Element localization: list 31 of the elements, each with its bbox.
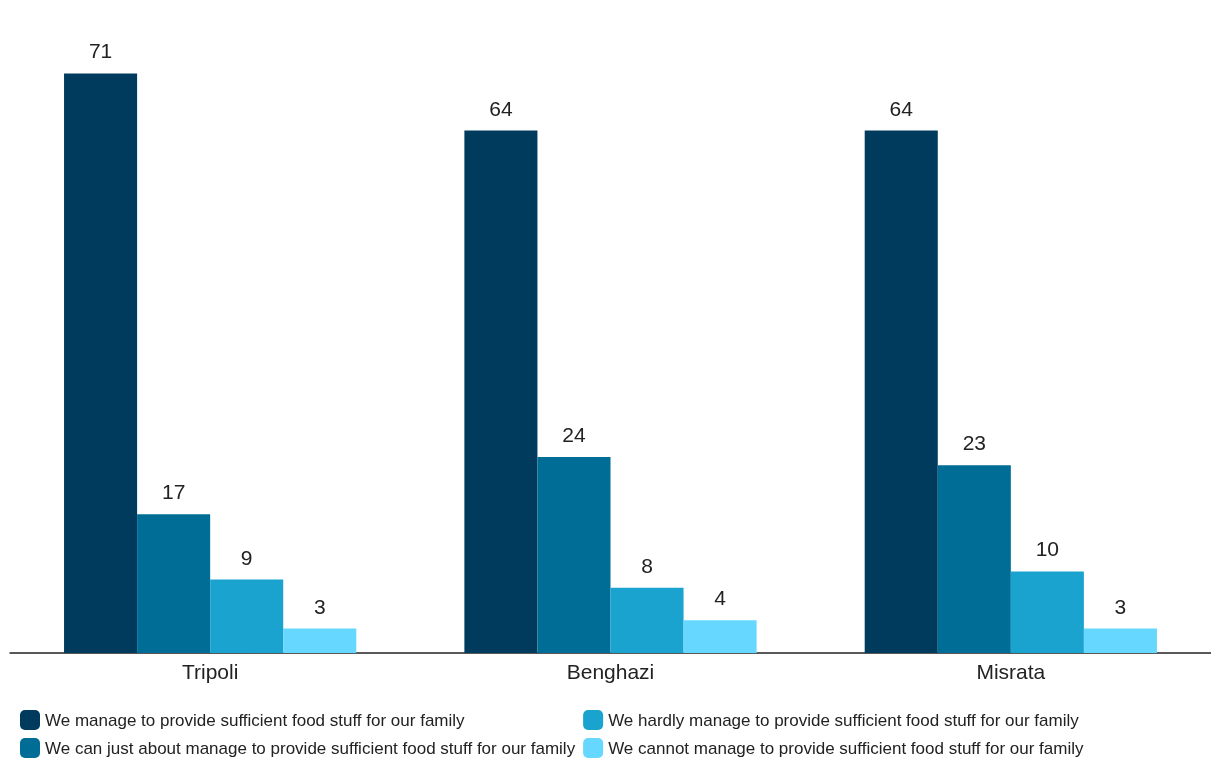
legend-label: We cannot manage to provide sufficient food stuff for our family <box>608 738 1084 758</box>
x-tick-label: Tripoli <box>181 660 239 683</box>
data-label: 23 <box>962 431 986 455</box>
data-label: 4 <box>714 586 727 610</box>
legend-label: We hardly manage to provide sufficient food stuff for our family <box>608 710 1080 730</box>
bar <box>610 587 684 653</box>
bar <box>937 465 1011 653</box>
bar <box>1010 571 1084 653</box>
data-label: 10 <box>1035 537 1060 561</box>
data-label: 64 <box>489 96 513 120</box>
data-label: 9 <box>240 545 253 569</box>
data-label: 64 <box>889 96 914 120</box>
legend-label: We manage to provide sufficient food stuff for our family <box>45 710 466 730</box>
data-label: 24 <box>562 423 586 447</box>
bar <box>464 130 538 653</box>
data-label: 3 <box>313 594 326 618</box>
legend-label: We can just about manage to provide sufficient food stuff for our family <box>45 738 576 758</box>
data-label: 71 <box>88 39 113 63</box>
bar <box>210 579 284 653</box>
bar <box>283 628 357 653</box>
bar <box>64 73 138 653</box>
data-label: 8 <box>641 553 653 577</box>
bar <box>137 514 211 653</box>
x-tick-label: Benghazi <box>566 660 655 683</box>
x-tick-label: Misrata <box>976 660 1046 683</box>
bar <box>1083 628 1157 653</box>
bar <box>683 620 757 653</box>
data-label: 17 <box>161 480 186 504</box>
data-label: 3 <box>1114 594 1127 618</box>
bar <box>537 457 611 653</box>
bar <box>864 130 938 653</box>
